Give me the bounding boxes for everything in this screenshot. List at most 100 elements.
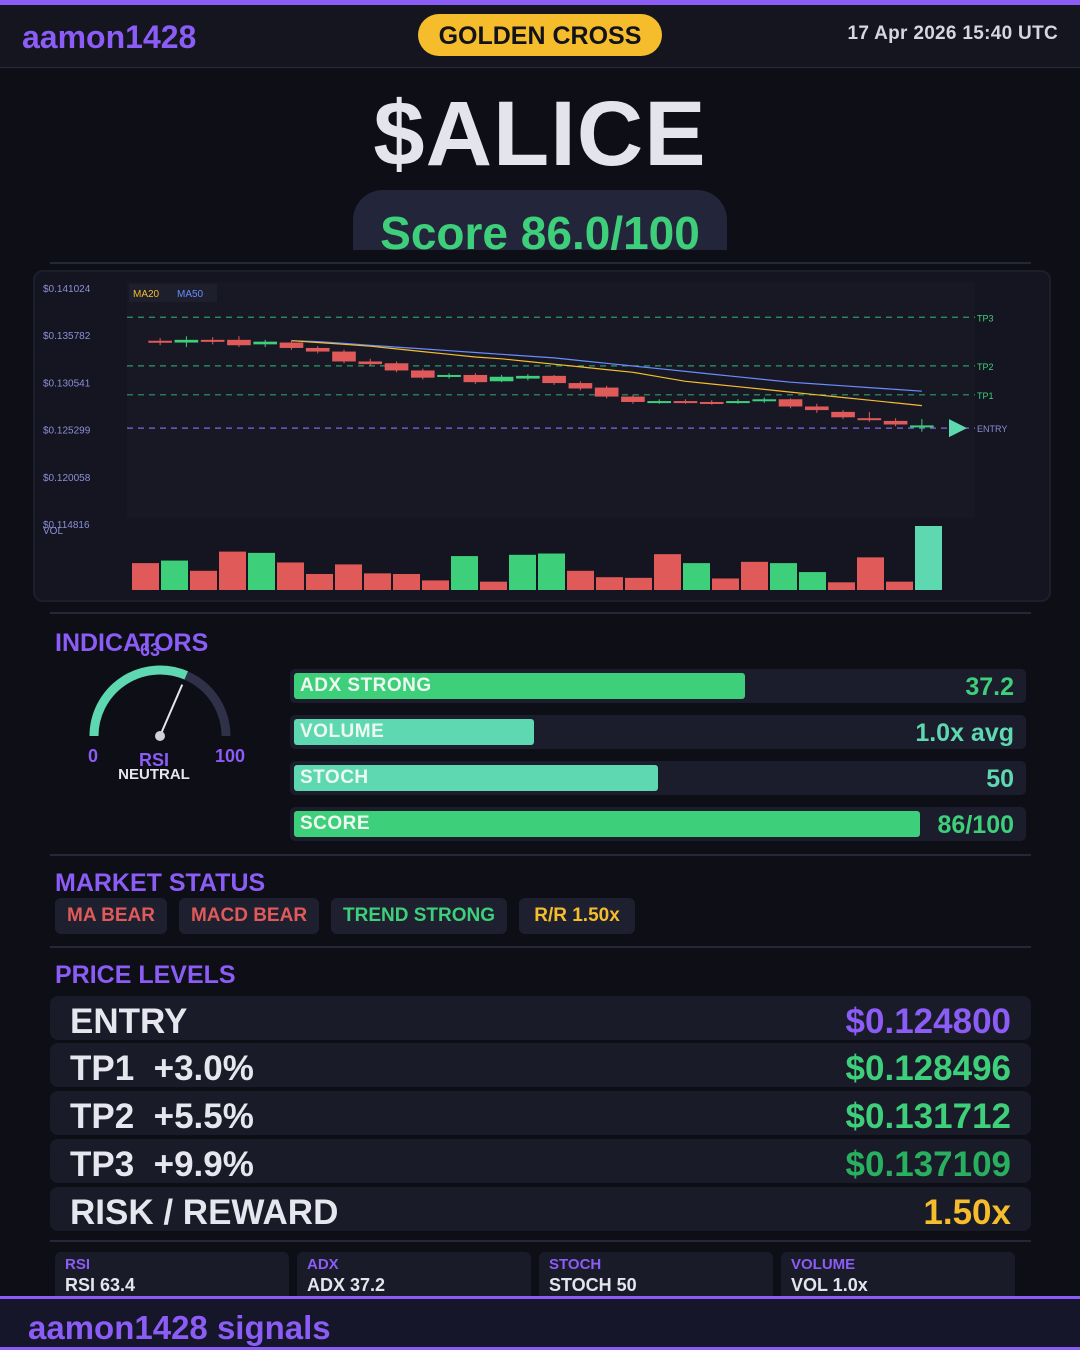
status-tag: R/R 1.50x [519, 898, 635, 934]
volume-bar [828, 582, 855, 590]
indicator-bar-fill [294, 811, 920, 837]
candle-body [279, 342, 304, 348]
volume-bar [567, 570, 594, 590]
gauge-needle [159, 684, 184, 737]
volume-bar [248, 552, 275, 590]
y-tick-label: $0.114816 [43, 520, 90, 531]
indicator-bar-fill [294, 765, 658, 791]
summary-card: ADX ADX 37.2 [297, 1252, 531, 1298]
status-tag: TREND STRONG [331, 898, 507, 934]
volume-bar [451, 556, 478, 590]
volume-bar [741, 561, 768, 590]
legend-item: MA20 [133, 289, 160, 300]
candle-body [647, 401, 672, 404]
rsi-value: 63 [140, 640, 160, 660]
indicator-bar-label: SCORE [300, 813, 371, 834]
score-pill: Score 86.0/100 [353, 190, 727, 259]
indicator-bar-label: VOLUME [300, 721, 385, 742]
candle-body [752, 399, 777, 402]
volume-axis-label: VOL [43, 526, 63, 537]
summary-card: RSI RSI 63.4 [55, 1252, 289, 1298]
volume-bar [509, 554, 536, 590]
candle-body [568, 383, 593, 389]
timestamp: 17 Apr 2026 15:40 UTC [847, 23, 1058, 44]
indicator-bar-value: 50 [986, 765, 1014, 793]
indicator-bar-row: ADX STRONG 37.2 [290, 669, 1026, 703]
divider [50, 854, 1031, 856]
candle-body [489, 376, 514, 382]
candle-body [831, 411, 855, 418]
volume-bar [393, 574, 420, 590]
candle-body [332, 351, 356, 362]
gauge-pivot [155, 731, 165, 741]
ma20-line [291, 340, 922, 407]
volume-bar [190, 570, 217, 590]
candle-body [410, 370, 435, 378]
level-label: TP2 [977, 362, 994, 372]
price-level-value: $0.128496 [845, 1049, 1011, 1088]
price-level-value: 1.50x [923, 1193, 1011, 1232]
summary-card-value: VOL 1.0x [791, 1275, 868, 1295]
price-chart-svg: $0.141024 $0.135782 $0.130541 $0.125299 $0.1… [43, 282, 1007, 590]
gauge-fill [89, 665, 188, 737]
volume-bar [799, 572, 826, 590]
candle-body [910, 425, 934, 428]
summary-card: VOLUME VOL 1.0x [781, 1252, 1015, 1298]
indicators-title: INDICATORS [55, 629, 209, 657]
price-level-name: ENTRY [70, 1002, 188, 1041]
price-levels-title: PRICE LEVELS [55, 961, 236, 989]
price-level-name: TP1 +3.0% [70, 1049, 254, 1088]
price-level-row: RISK / REWARD 1.50x [50, 1187, 1031, 1232]
volume-bar [335, 564, 362, 590]
summary-card-value: ADX 37.2 [307, 1275, 386, 1295]
price-level-value: $0.137109 [845, 1145, 1011, 1184]
rsi-min-label: 0 [88, 746, 98, 766]
indicator-bar-fill [294, 673, 745, 699]
price-level-name: TP3 +9.9% [70, 1145, 254, 1184]
status-tag: MACD BEAR [179, 898, 319, 934]
legend-box [129, 284, 217, 302]
divider [50, 946, 1031, 948]
price-level-row: ENTRY $0.124800 [50, 996, 1031, 1041]
y-tick-label: $0.130541 [43, 378, 91, 389]
y-tick-label: $0.120058 [43, 473, 91, 484]
indicator-bar-label: STOCH [300, 767, 369, 788]
candle-body [174, 339, 199, 343]
level-label: ENTRY [977, 424, 1007, 434]
top-bar: aamon1428 GOLDEN CROSS 17 Apr 2026 15:40… [0, 0, 1080, 68]
candle-body [804, 406, 829, 411]
candle-body [227, 339, 251, 346]
indicator-bar-row: VOLUME 1.0x avg [290, 715, 1026, 749]
y-tick-label: $0.141024 [43, 284, 91, 295]
level-label: TP1 [977, 391, 994, 401]
signal-badge: GOLDEN CROSS [418, 14, 662, 56]
ticker-symbol: $ALICE [373, 83, 707, 185]
volume-bar [538, 553, 565, 590]
status-tag: MA BEAR [55, 898, 167, 934]
candle-body [594, 387, 619, 397]
candle-body [673, 401, 698, 404]
volume-bar [306, 574, 333, 590]
market-status-title: MARKET STATUS [55, 869, 266, 897]
candle-body [305, 347, 330, 352]
price-level-row: TP3 +9.9% $0.137109 [50, 1139, 1031, 1184]
indicator-bar-value: 86/100 [937, 811, 1014, 839]
summary-card-value: STOCH 50 [549, 1275, 637, 1295]
candle-body [148, 340, 172, 343]
price-level-row: TP1 +3.0% $0.128496 [50, 1043, 1031, 1088]
volume-bar [132, 563, 159, 590]
summary-card-label: STOCH [549, 1256, 602, 1273]
volume-bar [596, 577, 623, 590]
footer: aamon1428 signals [0, 1296, 1080, 1350]
candle-body [778, 399, 803, 407]
volume-bar [770, 563, 797, 590]
volume-bar [683, 563, 710, 590]
volume-bar [886, 581, 913, 590]
summary-card: STOCH STOCH 50 [539, 1252, 773, 1298]
summary-card-value: RSI 63.4 [65, 1275, 136, 1295]
volume-bar [915, 526, 942, 590]
summary-card-label: RSI [65, 1256, 91, 1273]
volume-bar [277, 562, 304, 590]
candle-body [437, 374, 461, 377]
